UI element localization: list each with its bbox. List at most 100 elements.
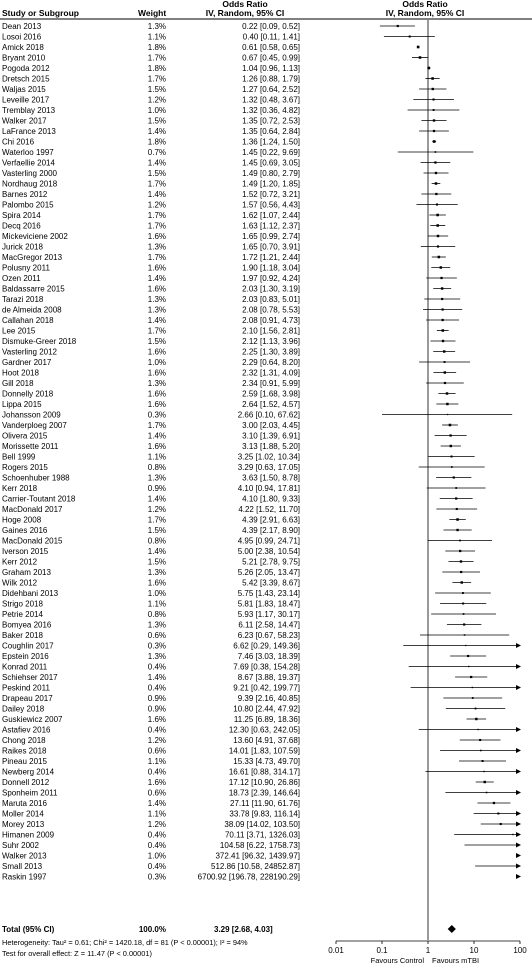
ci-arrow: [516, 790, 521, 795]
study-name: Hoot 2018: [2, 369, 39, 378]
study-name: Johansson 2009: [2, 411, 61, 420]
point-estimate: [432, 109, 435, 111]
study-weight: 1.1%: [148, 33, 166, 42]
study-name: MacDonald 2017: [2, 505, 63, 514]
point-estimate: [436, 213, 439, 217]
x-tick-label: 0.01: [328, 946, 344, 955]
point-estimate: [416, 45, 420, 49]
study-ci: 4.10 [0.94, 17.81]: [238, 484, 300, 493]
study-name: Pogoda 2012: [2, 64, 50, 73]
point-estimate: [459, 560, 463, 563]
study-name: Konrad 2011: [2, 663, 48, 672]
point-estimate: [474, 707, 477, 710]
study-weight: 1.0%: [148, 852, 166, 861]
study-ci: 1.90 [1.18, 3.04]: [242, 264, 300, 273]
study-ci: 2.59 [1.68, 3.98]: [242, 390, 300, 399]
study-weight: 1.7%: [148, 253, 166, 262]
total-label: Total (95% CI): [2, 925, 55, 934]
study-name: Barnes 2012: [2, 190, 48, 199]
study-ci: 372.41 [96.32, 1439.97]: [215, 852, 300, 861]
point-estimate: [442, 350, 446, 353]
ci-arrow: [516, 643, 521, 648]
study-ci: 2.29 [0.64, 8.20]: [242, 358, 300, 367]
study-ci: 2.66 [0.10, 67.62]: [238, 411, 300, 420]
study-weight: 1.2%: [148, 505, 166, 514]
study-name: Graham 2013: [2, 568, 51, 577]
study-weight: 1.6%: [148, 232, 166, 241]
study-name: Amick 2018: [2, 43, 44, 52]
study-name: Epstein 2016: [2, 652, 49, 661]
study-weight: 0.4%: [148, 831, 166, 840]
ci-arrow: [516, 811, 521, 816]
study-name: Donnell 2012: [2, 778, 50, 787]
study-ci: 5.75 [1.43, 23.14]: [238, 589, 300, 598]
study-ci: 1.72 [1.21, 2.44]: [242, 253, 300, 262]
point-estimate: [470, 675, 473, 679]
study-weight: 1.5%: [148, 117, 166, 126]
study-name: Drapeau 2017: [2, 694, 53, 703]
study-ci: 512.86 [10.58, 24852.87]: [211, 862, 300, 871]
point-estimate: [441, 308, 444, 311]
study-weight: 0.8%: [148, 537, 166, 546]
header-study: Study or Subgroup: [2, 8, 79, 18]
overall-effect-text: Test for overall effect: Z = 11.47 (P < …: [2, 949, 152, 958]
point-estimate: [456, 518, 459, 521]
point-estimate: [441, 297, 444, 301]
study-ci: 5.21 [2.78, 9.75]: [242, 558, 300, 567]
study-ci: 6.23 [0.67, 58.23]: [238, 631, 300, 640]
study-ci: 12.30 [0.63, 242.05]: [229, 726, 300, 735]
study-name: Mickeviciene 2002: [2, 232, 68, 241]
study-ci: 3.00 [2.03, 4.45]: [242, 421, 300, 430]
study-ci: 0.22 [0.09, 0.52]: [242, 22, 300, 31]
point-estimate: [437, 255, 441, 259]
table-header: Study or Subgroup Weight Odds Ratio IV, …: [2, 0, 464, 18]
study-name: Verfaellie 2014: [2, 159, 55, 168]
study-name: Walker 2017: [2, 117, 47, 126]
study-name: Himanen 2009: [2, 831, 55, 840]
study-ci: 1.04 [0.96, 1.13]: [242, 64, 300, 73]
x-tick-label: 10: [470, 946, 479, 955]
study-name: Hoge 2008: [2, 516, 42, 525]
study-weight: 0.4%: [148, 684, 166, 693]
point-estimate: [462, 613, 465, 615]
study-weight: 0.7%: [148, 148, 166, 157]
study-name: Rogers 2015: [2, 463, 48, 472]
study-weight: 1.3%: [148, 295, 166, 304]
header-or-top: Odds Ratio: [222, 0, 267, 9]
study-weight: 1.4%: [148, 127, 166, 136]
study-name: Pineau 2015: [2, 757, 47, 766]
total-weight: 100.0%: [139, 925, 166, 934]
study-ci: 7.46 [3.03, 18.39]: [238, 652, 300, 661]
plot-area: [379, 20, 521, 940]
study-weight: 1.5%: [148, 558, 166, 567]
point-estimate: [434, 171, 438, 175]
study-ci: 1.35 [0.72, 2.53]: [242, 117, 300, 126]
study-name: Walker 2013: [2, 852, 47, 861]
study-ci: 2.03 [1.30, 3.19]: [242, 285, 300, 294]
x-axis: 0.01 0.1 1 10 100 Favours Control Favours mTBI: [328, 940, 527, 965]
study-ci: 0.40 [0.11, 1.41]: [243, 33, 300, 42]
ci-arrow: [516, 727, 521, 732]
point-estimate: [436, 245, 440, 248]
study-weight: 1.6%: [148, 442, 166, 451]
study-ci: 1.26 [0.88, 1.79]: [242, 75, 300, 84]
study-name: Raskin 1997: [2, 873, 47, 882]
point-estimate: [431, 77, 434, 80]
study-weight: 1.4%: [148, 495, 166, 504]
point-estimate: [460, 581, 463, 584]
point-estimate: [475, 717, 478, 721]
study-weight: 1.7%: [148, 222, 166, 231]
study-weight: 1.7%: [148, 327, 166, 336]
study-weight: 1.6%: [148, 285, 166, 294]
study-ci: 6.11 [2.58, 14.47]: [238, 621, 300, 630]
point-estimate: [456, 528, 459, 532]
study-weight: 1.4%: [148, 673, 166, 682]
study-weight: 1.8%: [148, 43, 166, 52]
point-estimate: [432, 119, 436, 122]
study-name: Baldassarre 2015: [2, 285, 65, 294]
ci-arrow: [516, 874, 521, 879]
study-name: Spira 2014: [2, 211, 41, 220]
point-estimate: [499, 822, 502, 826]
ci-arrow: [516, 748, 521, 753]
